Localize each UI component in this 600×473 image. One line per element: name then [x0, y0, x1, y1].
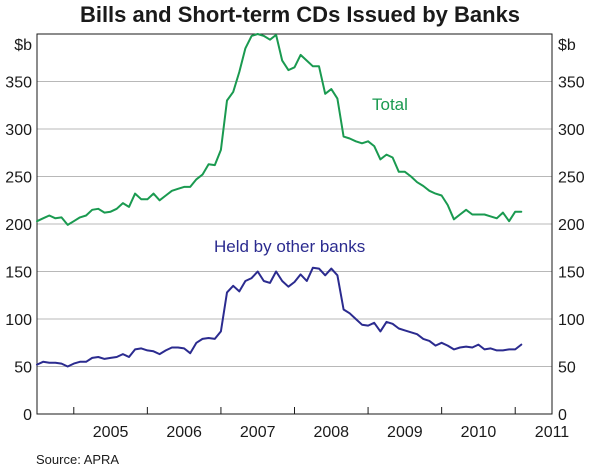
y-tick-label-left: 100 [5, 312, 32, 329]
y-tick-label-right: 0 [558, 407, 567, 424]
x-tick-label: 2008 [313, 424, 349, 441]
series-label-held-by-other-banks: Held by other banks [214, 237, 365, 256]
y-tick-label-left: 350 [5, 75, 32, 92]
y-unit-right: $b [558, 37, 576, 54]
x-tick-label: 2005 [93, 424, 129, 441]
y-unit-left: $b [14, 37, 32, 54]
y-tick-label-right: 100 [558, 312, 585, 329]
y-tick-label-left: 250 [5, 170, 32, 187]
series-line-total [36, 33, 523, 226]
y-axis: 0 0 50 50 100 100 150 150 200 200 250 250 300 300 350 3… [5, 75, 585, 425]
gridlines [37, 81, 552, 367]
x-tick-label: 2011 [535, 424, 570, 441]
chart-title: Bills and Short-term CDs Issued by Banks [79, 2, 521, 27]
source-note: Source: APRA [36, 452, 120, 467]
y-tick-label-right: 350 [558, 75, 585, 92]
series-label-total: Total [372, 95, 408, 114]
series-line-held-by-other-banks [36, 266, 523, 368]
x-axis: 2005 2006 2007 2008 2009 2010 2011 [73, 407, 570, 441]
x-tick-label: 2010 [461, 424, 497, 441]
y-tick-label-left: 0 [23, 407, 32, 424]
y-tick-label-right: 200 [558, 217, 585, 234]
y-tick-label-left: 300 [5, 122, 32, 139]
x-tick-label: 2007 [240, 424, 276, 441]
y-tick-label-left: 50 [14, 360, 32, 377]
y-tick-label-left: 150 [5, 265, 32, 282]
y-tick-label-left: 200 [5, 217, 32, 234]
y-tick-label-right: 300 [558, 122, 585, 139]
x-tick-label: 2009 [387, 424, 423, 441]
series-lines [36, 33, 523, 368]
x-tick-label: 2006 [166, 424, 202, 441]
y-tick-label-right: 150 [558, 265, 585, 282]
y-tick-label-right: 250 [558, 170, 585, 187]
y-tick-label-right: 50 [558, 360, 576, 377]
